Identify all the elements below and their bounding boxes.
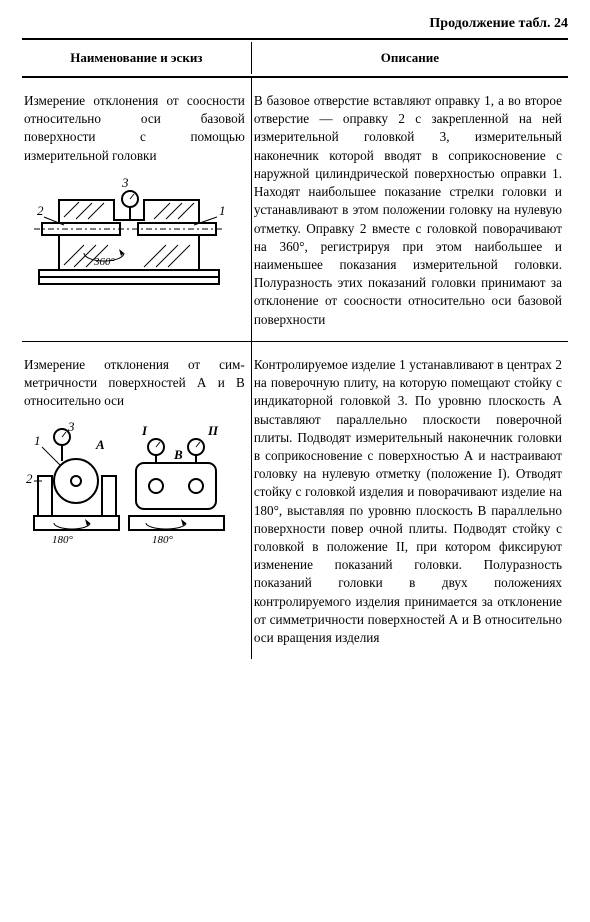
label-I: I bbox=[141, 423, 148, 438]
label-B: B bbox=[173, 447, 183, 462]
top-rule bbox=[22, 38, 568, 40]
label-2: 2 bbox=[37, 203, 44, 218]
entry-title: Измерение отклонения от со­осности относ… bbox=[24, 92, 245, 165]
page: Продолжение табл. 24 Наименование и эски… bbox=[0, 0, 590, 922]
entry-title: Измерение отклонения от сим­метричности … bbox=[24, 356, 245, 411]
label-1b: 1 bbox=[34, 433, 41, 448]
table-row: Измерение отклонения от со­осности относ… bbox=[22, 78, 568, 341]
sketch-1: 2 3 1 360° bbox=[24, 175, 245, 295]
label-180b: 180° bbox=[152, 534, 174, 546]
entry-description: Контролируемое изделие 1 уста­навливают … bbox=[254, 356, 562, 648]
content-table: Измерение отклонения от со­осности относ… bbox=[22, 78, 568, 659]
label-II: II bbox=[207, 423, 219, 438]
label-3: 3 bbox=[121, 175, 129, 190]
header-row: Наименование и эскиз Описание bbox=[22, 42, 568, 74]
label-1: 1 bbox=[219, 203, 226, 218]
entry-description: В базовое отверстие вставляют оп­равку 1… bbox=[254, 92, 562, 329]
label-3b: 3 bbox=[67, 421, 75, 434]
header-right: Описание bbox=[251, 42, 568, 74]
label-360: 360° bbox=[93, 256, 116, 268]
label-180a: 180° bbox=[52, 534, 74, 546]
label-A: A bbox=[95, 437, 105, 452]
label-2b: 2 bbox=[26, 471, 33, 486]
sketch-2: 1 2 3 A B I II 180° 180° bbox=[24, 421, 245, 551]
table-row: Измерение отклонения от сим­метричности … bbox=[22, 342, 568, 660]
header-left: Наименование и эскиз bbox=[22, 42, 251, 74]
table-continued-caption: Продолжение табл. 24 bbox=[22, 16, 568, 32]
